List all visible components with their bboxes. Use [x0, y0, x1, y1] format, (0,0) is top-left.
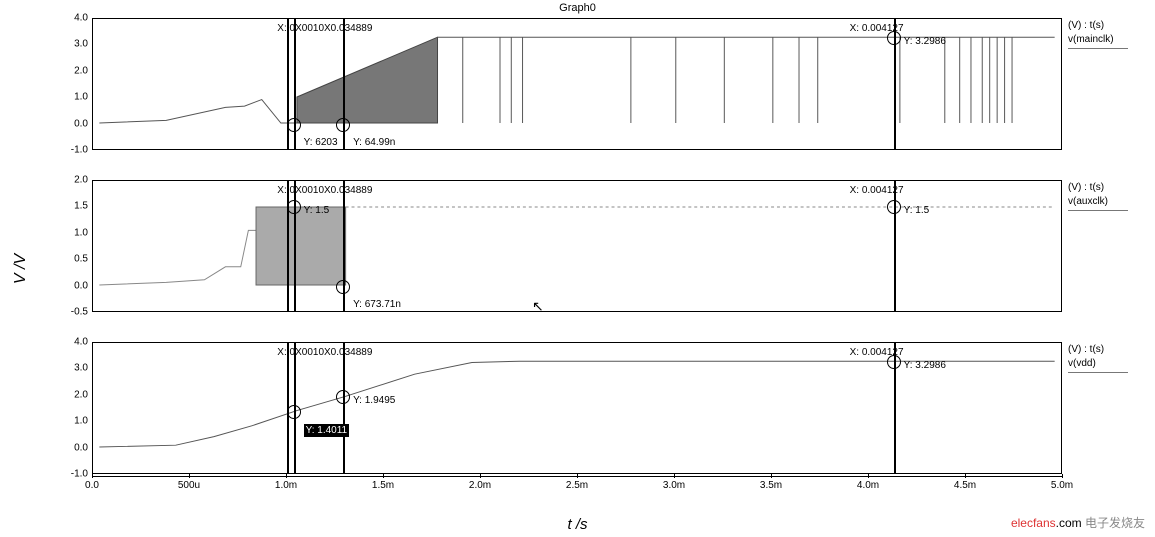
panel-vdd: X: 0X0010X0.034889 X: 0.004127 Y: 1.4011 Y:… — [46, 342, 1056, 474]
graph-title: Graph0 — [559, 2, 596, 14]
cursor-x-label-left: X: 0X0010X0.034889 — [277, 23, 372, 34]
y-axis-label: V /V — [12, 253, 30, 283]
cursor-line[interactable] — [343, 343, 345, 473]
ytick-label: 0.0 — [46, 280, 92, 291]
cursor-line[interactable] — [294, 19, 296, 149]
marker-y-label: Y: 1.4011 — [304, 424, 350, 437]
panel-mainclk: X: 0X0010X0.034889 X: 0.004127 Y: 6203 Y: 6… — [46, 18, 1056, 150]
legend-signal: v(mainclk) — [1068, 34, 1114, 45]
ytick-label: 1.0 — [46, 227, 92, 238]
plot-area[interactable]: X: 0X0010X0.034889 X: 0.004127 Y: 6203 Y: 6… — [92, 18, 1062, 150]
mouse-cursor-icon: ↖ — [532, 298, 544, 315]
marker-y-label: Y: 1.5 — [304, 205, 330, 216]
x-axis-baseline — [92, 476, 1062, 477]
ytick-label: -0.5 — [46, 307, 92, 318]
cursor-x-label-right: X: 0.004127 — [850, 347, 904, 358]
xtick-label: 1.5m — [372, 480, 394, 491]
cursor-line[interactable] — [287, 343, 289, 473]
legend-units: (V) : t(s) — [1068, 20, 1104, 31]
xtick-label: 5.0m — [1051, 480, 1073, 491]
ytick-label: 1.0 — [46, 416, 92, 427]
ytick-label: 1.0 — [46, 92, 92, 103]
xtick-label: 0.0 — [85, 480, 99, 491]
legend-line — [1068, 48, 1128, 49]
marker-y-label: Y: 3.2986 — [904, 36, 946, 47]
ytick-label: 0.5 — [46, 254, 92, 265]
legend-units: (V) : t(s) — [1068, 344, 1104, 355]
ytick-label: 4.0 — [46, 337, 92, 348]
legend-units: (V) : t(s) — [1068, 182, 1104, 193]
marker-y-label: Y: 1.5 — [904, 205, 930, 216]
cursor-line[interactable] — [294, 343, 296, 473]
watermark: elecfans.com 电子发烧友 — [1011, 514, 1145, 531]
ytick-label: 4.0 — [46, 13, 92, 24]
ytick-label: -1.0 — [46, 145, 92, 156]
panel-auxclk: X: 0X0010X0.034889X: 0.004127Y: 1.5Y: 67… — [46, 180, 1056, 312]
trace — [93, 181, 1061, 311]
ytick-label: 2.0 — [46, 175, 92, 186]
marker-y-label: Y: 6203 — [304, 137, 338, 148]
ytick-label: 2.0 — [46, 389, 92, 400]
legend-line — [1068, 372, 1128, 373]
cursor-x-label-right: X: 0.004127 — [850, 23, 904, 34]
plot-area[interactable]: X: 0X0010X0.034889 X: 0.004127 Y: 1.4011 Y:… — [92, 342, 1062, 474]
ytick-label: 1.5 — [46, 201, 92, 212]
ytick-label: 0.0 — [46, 118, 92, 129]
xtick-label: 2.0m — [469, 480, 491, 491]
ytick-label: 3.0 — [46, 363, 92, 374]
xtick-label: 3.0m — [663, 480, 685, 491]
watermark-cn: 电子发烧友 — [1082, 516, 1145, 530]
marker-y-label: Y: 64.99n — [353, 137, 395, 148]
cursor-x-label-right: X: 0.004127 — [850, 185, 904, 196]
cursor-line[interactable] — [287, 19, 289, 149]
xtick-label: 3.5m — [760, 480, 782, 491]
cursor-line[interactable] — [894, 181, 896, 311]
marker-y-label: Y: 3.2986 — [904, 360, 946, 371]
cursor-line[interactable] — [343, 181, 345, 311]
cursor-line[interactable] — [294, 181, 296, 311]
legend-signal: v(auxclk) — [1068, 196, 1108, 207]
xtick-label: 500u — [178, 480, 200, 491]
cursor-x-label-left: X: 0X0010X0.034889 — [277, 347, 372, 358]
legend-signal: v(vdd) — [1068, 358, 1096, 369]
ytick-label: 3.0 — [46, 39, 92, 50]
ytick-label: 0.0 — [46, 442, 92, 453]
marker-y-label: Y: 1.9495 — [353, 395, 395, 406]
xtick-label: 2.5m — [566, 480, 588, 491]
legend-line — [1068, 210, 1128, 211]
cursor-line[interactable] — [894, 343, 896, 473]
chart-panels: X: 0X0010X0.034889 X: 0.004127 Y: 6203 Y: 6… — [46, 18, 1056, 488]
ytick-label: -1.0 — [46, 469, 92, 480]
cursor-line[interactable] — [894, 19, 896, 149]
watermark-brand: elecfans — [1011, 516, 1056, 530]
xtick-label: 1.0m — [275, 480, 297, 491]
xtick-label: 4.0m — [857, 480, 879, 491]
xtick-label: 4.5m — [954, 480, 976, 491]
cursor-line[interactable] — [287, 181, 289, 311]
cursor-line[interactable] — [343, 19, 345, 149]
plot-area[interactable]: X: 0X0010X0.034889X: 0.004127Y: 1.5Y: 67… — [92, 180, 1062, 312]
cursor-x-label-left: X: 0X0010X0.034889 — [277, 185, 372, 196]
marker-y-label: Y: 673.71n — [353, 299, 401, 310]
ytick-label: 2.0 — [46, 65, 92, 76]
x-axis-label: t /s — [567, 516, 587, 533]
